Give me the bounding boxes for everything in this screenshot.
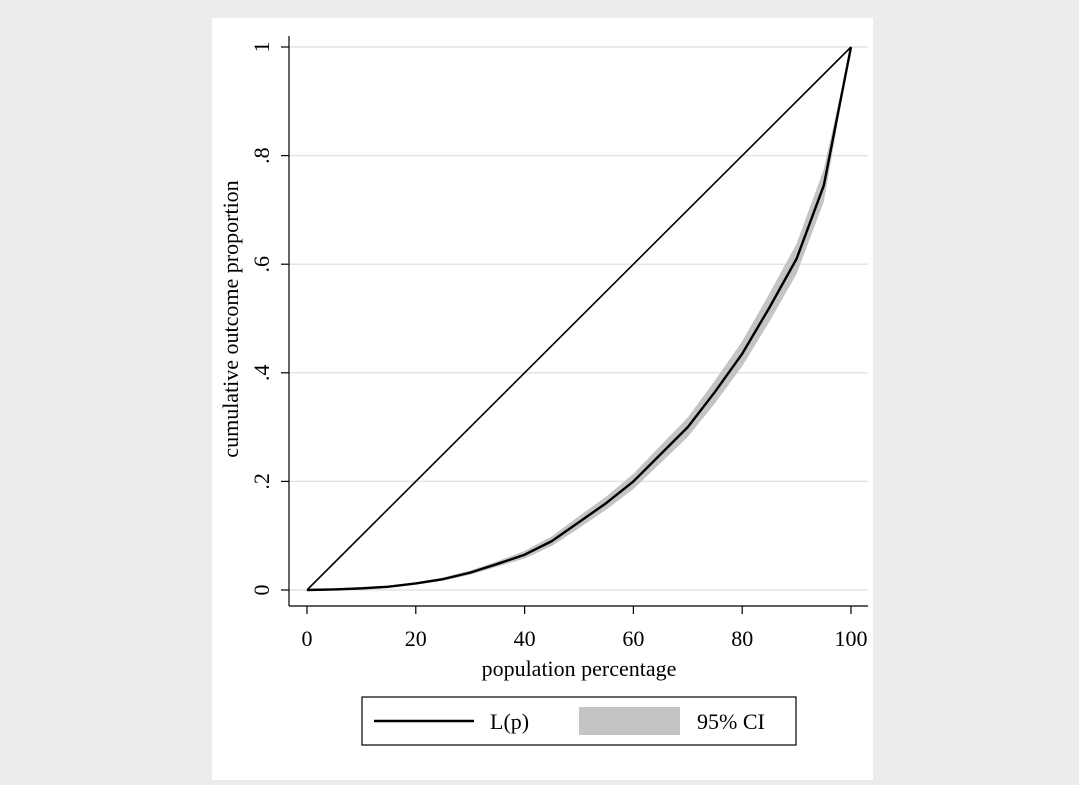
- legend-label-ci: 95% CI: [697, 709, 765, 734]
- x-tick-label-5: 100: [835, 626, 868, 651]
- x-tick-label-1: 20: [405, 626, 427, 651]
- equality-line: [306, 46, 852, 591]
- legend-swatch-ci: [579, 707, 680, 735]
- legend-label-lp: L(p): [490, 709, 529, 734]
- grid-lines: [289, 46, 868, 591]
- x-axis-ticks: 0 20 40 60 80 100: [302, 606, 868, 651]
- series-line-lp: [306, 46, 853, 592]
- plot-panel: [212, 18, 873, 780]
- y-axis-ticks: 0 .2 .4 .6 .8 1: [249, 42, 289, 596]
- y-tick-label-5: 1: [249, 42, 274, 53]
- x-tick-label-4: 80: [731, 626, 753, 651]
- legend: L(p) 95% CI: [361, 696, 797, 746]
- y-tick-label-3: .6: [249, 256, 274, 273]
- y-axis-title: cumulative outcome proportion: [218, 180, 243, 457]
- x-tick-label-0: 0: [302, 626, 313, 651]
- y-tick-label-4: .8: [249, 147, 274, 164]
- y-tick-label-2: .4: [249, 365, 274, 382]
- y-tick-label-1: .2: [249, 473, 274, 490]
- x-tick-label-2: 40: [514, 626, 536, 651]
- x-axis-title: population percentage: [482, 656, 677, 681]
- y-tick-label-0: 0: [249, 585, 274, 596]
- x-tick-label-3: 60: [622, 626, 644, 651]
- series-layer: [306, 46, 853, 592]
